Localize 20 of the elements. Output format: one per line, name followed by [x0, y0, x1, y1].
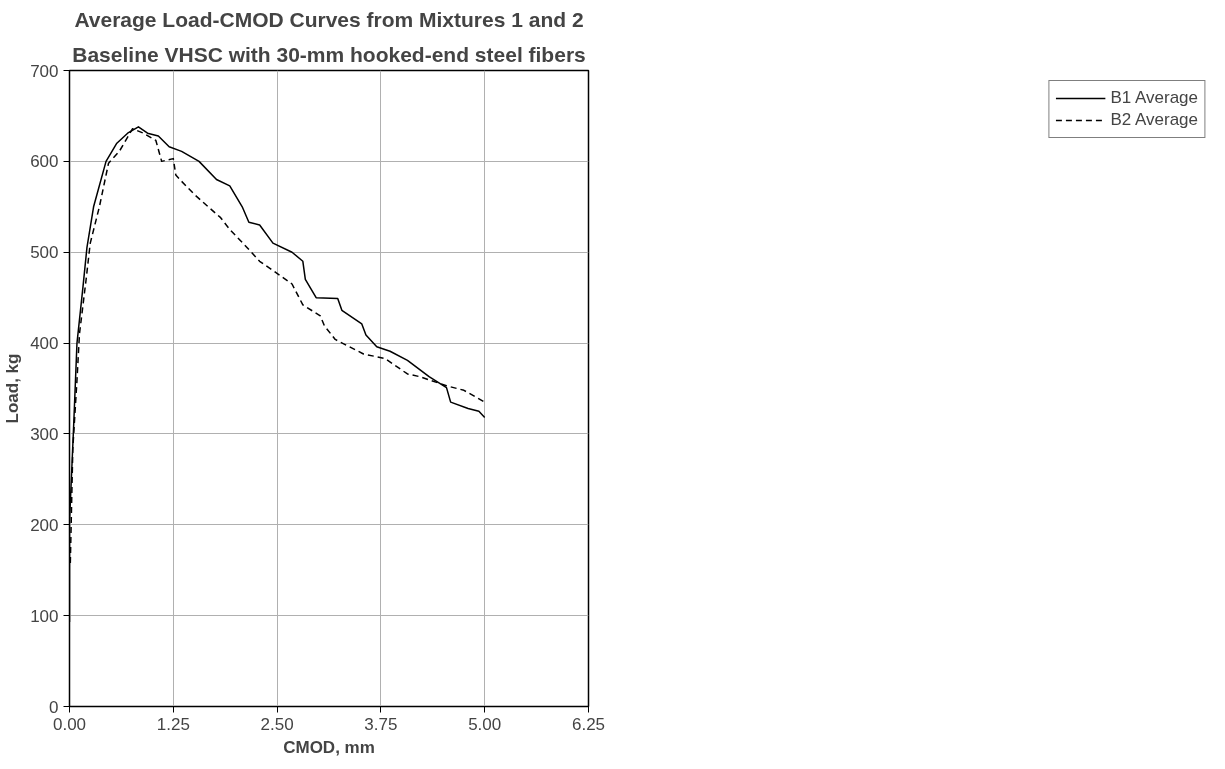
y-tick-label: 700: [30, 61, 59, 81]
x-tick-label: 0.00: [52, 714, 87, 734]
y-tick-label: 600: [30, 152, 59, 172]
x-tick-label: 5.00: [468, 714, 502, 734]
y-tick-label: 100: [30, 606, 59, 626]
x-tick-label: 1.25: [156, 714, 190, 734]
y-axis-title: Load, kg: [3, 353, 23, 424]
legend-label: B2 Average: [1110, 109, 1198, 131]
y-tick-label: 400: [30, 334, 59, 354]
y-tick-label: 200: [30, 515, 59, 535]
x-tick-label: 3.75: [364, 714, 398, 734]
y-tick-label: 300: [30, 424, 59, 444]
chart-subtitle: Baseline VHSC with 30-mm hooked-end steel fibers: [72, 42, 586, 66]
chart-title: Average Load-CMOD Curves from Mixtures 1 and 2: [74, 7, 584, 31]
x-tick-label: 2.50: [260, 714, 294, 734]
legend-label: B1 Average: [1110, 87, 1198, 109]
x-tick-label: 6.25: [571, 714, 606, 734]
y-tick-label: 0: [49, 697, 59, 717]
y-tick-label: 500: [30, 243, 59, 263]
x-axis-title: CMOD, mm: [283, 737, 375, 757]
